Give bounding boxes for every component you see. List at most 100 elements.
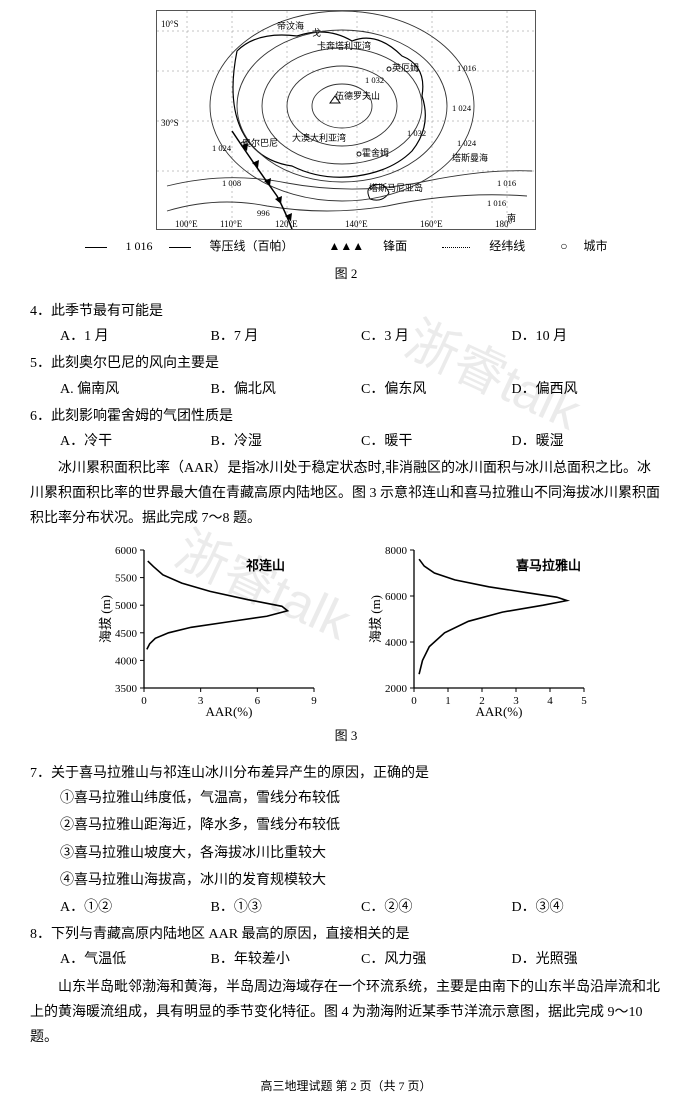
svg-text:160°E: 160°E — [420, 219, 443, 229]
svg-text:AAR(%): AAR(%) — [476, 704, 523, 719]
svg-text:110°E: 110°E — [220, 219, 243, 229]
svg-text:3: 3 — [198, 695, 204, 707]
svg-text:1 024: 1 024 — [452, 103, 472, 113]
q4-option-b: B．7 月 — [211, 324, 362, 349]
q7-stem: 7．关于喜马拉雅山与祁连山冰川分布差异产生的原因，正确的是 — [30, 761, 662, 786]
q5-option-d: D．偏西风 — [512, 377, 663, 402]
q4-option-d: D．10 月 — [512, 324, 663, 349]
svg-text:0: 0 — [411, 695, 417, 707]
svg-text:100°E: 100°E — [175, 219, 198, 229]
svg-text:1 016: 1 016 — [457, 63, 476, 73]
q5-stem: 5．此刻奥尔巴尼的风向主要是 — [30, 351, 662, 376]
q6-option-d: D．暖湿 — [512, 429, 663, 454]
legend-isobar: 1 016 等压线（百帕） — [77, 239, 302, 253]
q7-statement-2: ②喜马拉雅山距海近，降水多，雪线分布较低 — [30, 813, 662, 838]
svg-text:4000: 4000 — [115, 655, 138, 667]
q6-stem: 6．此刻影响霍舍姆的气团性质是 — [30, 404, 662, 429]
q7-option-d: D．③④ — [512, 895, 663, 920]
question-4: 4．此季节最有可能是 A．1 月 B．7 月 C．3 月 D．10 月 — [30, 299, 662, 349]
svg-text:霍舍姆: 霍舍姆 — [362, 147, 389, 158]
q8-option-a: A．气温低 — [60, 947, 211, 972]
svg-text:祁连山: 祁连山 — [246, 558, 285, 573]
svg-text:3500: 3500 — [115, 683, 138, 695]
q5-option-a: A. 偏南风 — [60, 377, 211, 402]
svg-text:1 024: 1 024 — [212, 143, 232, 153]
q7-statement-3: ③喜马拉雅山坡度大，各海拔冰川比重较大 — [30, 841, 662, 866]
svg-text:1 016: 1 016 — [487, 198, 506, 208]
svg-text:120°E: 120°E — [275, 219, 298, 229]
figure-3-caption: 图 3 — [30, 724, 662, 747]
svg-text:4500: 4500 — [115, 627, 138, 639]
map-figure: 10°S30°S100°E110°E120°E140°E160°E180°1 0… — [156, 10, 536, 230]
svg-text:1: 1 — [445, 695, 451, 707]
q7-option-a: A．①② — [60, 895, 211, 920]
question-5: 5．此刻奥尔巴尼的风向主要是 A. 偏南风 B．偏北风 C．偏东风 D．偏西风 — [30, 351, 662, 401]
svg-text:4000: 4000 — [385, 637, 408, 649]
svg-text:塔斯曼海: 塔斯曼海 — [452, 152, 488, 163]
svg-text:1 008: 1 008 — [222, 178, 241, 188]
svg-text:1 032: 1 032 — [407, 128, 426, 138]
svg-text:6: 6 — [255, 695, 261, 707]
page-footer: 高三地理试题 第 2 页（共 7 页） — [30, 1076, 662, 1098]
svg-text:南: 南 — [507, 212, 516, 223]
svg-text:0: 0 — [141, 695, 147, 707]
q7-option-c: C．②④ — [361, 895, 512, 920]
question-7: 7．关于喜马拉雅山与祁连山冰川分布差异产生的原因，正确的是 ①喜马拉雅山纬度低，… — [30, 761, 662, 920]
q6-option-a: A．冷干 — [60, 429, 211, 454]
svg-text:喜马拉雅山: 喜马拉雅山 — [516, 558, 581, 573]
svg-text:6000: 6000 — [115, 545, 138, 557]
q5-option-c: C．偏东风 — [361, 377, 512, 402]
q6-option-c: C．暖干 — [361, 429, 512, 454]
q7-statement-1: ①喜马拉雅山纬度低，气温高，雪线分布较低 — [30, 786, 662, 811]
svg-text:1 016: 1 016 — [497, 178, 516, 188]
svg-text:9: 9 — [311, 695, 317, 707]
q4-stem: 4．此季节最有可能是 — [30, 299, 662, 324]
svg-text:5500: 5500 — [115, 572, 138, 584]
map-legend: 1 016 等压线（百帕） ▲▲▲ 锋面 经纬线 ○城市 — [30, 236, 662, 258]
q7-option-b: B．①③ — [211, 895, 362, 920]
svg-text:帝汶海: 帝汶海 — [277, 20, 304, 31]
q8-option-c: C．风力强 — [361, 947, 512, 972]
legend-city: ○城市 — [552, 239, 615, 253]
svg-text:1 032: 1 032 — [365, 75, 384, 85]
svg-text:30°S: 30°S — [161, 118, 179, 128]
svg-text:英厄姆: 英厄姆 — [392, 62, 419, 73]
svg-text:海拔 (m): 海拔 (m) — [368, 595, 383, 643]
svg-text:1 024: 1 024 — [457, 138, 477, 148]
figure-2-caption: 图 2 — [30, 262, 662, 285]
svg-text:10°S: 10°S — [161, 19, 179, 29]
svg-text:4: 4 — [547, 695, 553, 707]
legend-graticule: 经纬线 — [434, 239, 533, 253]
svg-text:戈: 戈 — [312, 27, 321, 38]
q6-option-b: B．冷湿 — [211, 429, 362, 454]
svg-text:伍德罗夫山: 伍德罗夫山 — [335, 90, 380, 101]
svg-text:5: 5 — [581, 695, 587, 707]
svg-text:2000: 2000 — [385, 683, 408, 695]
svg-text:塔斯马尼亚岛: 塔斯马尼亚岛 — [369, 182, 423, 193]
svg-text:卡奔塔利亚湾: 卡奔塔利亚湾 — [317, 40, 371, 51]
question-8: 8．下列与青藏高原内陆地区 AAR 最高的原因，直接相关的是 A．气温低 B．年… — [30, 922, 662, 972]
svg-text:大澳大利亚湾: 大澳大利亚湾 — [292, 132, 346, 143]
passage-shandong: 山东半岛毗邻渤海和黄海，半岛周边海域存在一个环流系统，主要是由南下的山东半岛沿岸… — [30, 975, 662, 1051]
q5-option-b: B．偏北风 — [211, 377, 362, 402]
svg-text:140°E: 140°E — [345, 219, 368, 229]
q8-option-d: D．光照强 — [512, 947, 663, 972]
svg-text:海拔 (m): 海拔 (m) — [98, 595, 113, 643]
chart-himalaya: 2000400060008000012345海拔 (m)AAR(%)喜马拉雅山 — [366, 540, 596, 720]
svg-text:5000: 5000 — [115, 600, 138, 612]
svg-text:奥尔巴尼: 奥尔巴尼 — [242, 137, 278, 148]
question-6: 6．此刻影响霍舍姆的气团性质是 A．冷干 B．冷湿 C．暖干 D．暖湿 — [30, 404, 662, 454]
chart-qilian: 3500 4000 4500 5000 5500 6000 0 3 6 9 海拔 (m) AAR(%)… — [96, 540, 326, 720]
legend-front: ▲▲▲ 锋面 — [321, 239, 416, 253]
q8-option-b: B．年较差小 — [211, 947, 362, 972]
svg-text:6000: 6000 — [385, 591, 408, 603]
australia-map-svg: 10°S30°S100°E110°E120°E140°E160°E180°1 0… — [157, 11, 536, 230]
q4-option-a: A．1 月 — [60, 324, 211, 349]
svg-text:996: 996 — [257, 208, 270, 218]
q4-option-c: C．3 月 — [361, 324, 512, 349]
q8-stem: 8．下列与青藏高原内陆地区 AAR 最高的原因，直接相关的是 — [30, 922, 662, 947]
passage-aar: 冰川累积面积比率（AAR）是指冰川处于稳定状态时,非消融区的冰川面积与冰川总面积… — [30, 456, 662, 532]
aar-charts: 3500 4000 4500 5000 5500 6000 0 3 6 9 海拔 (m) AAR(%)… — [30, 540, 662, 720]
q7-statement-4: ④喜马拉雅山海拔高，冰川的发育规模较大 — [30, 868, 662, 893]
svg-text:AAR(%): AAR(%) — [206, 704, 253, 719]
